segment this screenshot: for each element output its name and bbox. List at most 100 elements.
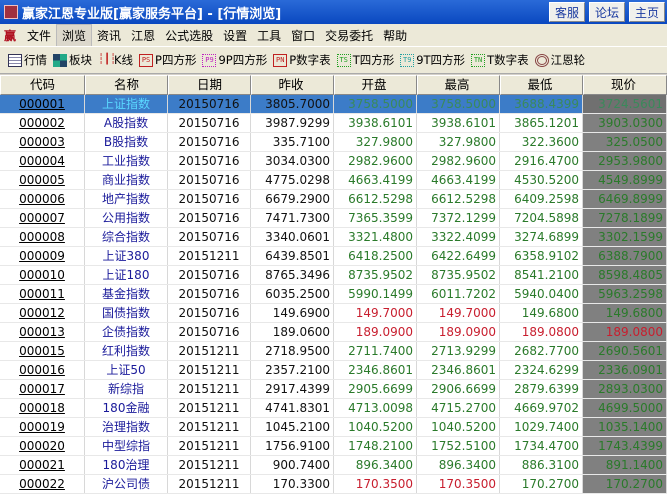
forum-button[interactable]: 论坛 xyxy=(588,2,625,22)
code-cell[interactable]: 000005 xyxy=(0,171,85,189)
code-cell[interactable]: 000004 xyxy=(0,152,85,170)
price-cell: 2953.9800 xyxy=(583,152,667,170)
table-row[interactable]: 000017 新综指 20151211 2917.4399 2905.6699 2906.… xyxy=(0,380,667,399)
column-header-5[interactable]: 最高 xyxy=(417,75,500,95)
table-row[interactable]: 000010 上证180 20150716 8765.3496 8735.9502 873… xyxy=(0,266,667,285)
code-cell[interactable]: 000022 xyxy=(0,475,85,493)
title-bar: 赢家江恩专业版[赢家服务平台] - [行情浏览] 客服 论坛 主页 xyxy=(0,0,667,24)
table-row[interactable]: 000009 上证380 20151211 6439.8501 6418.2500 642… xyxy=(0,247,667,266)
low-cell: 149.6800 xyxy=(500,304,583,322)
code-cell[interactable]: 000002 xyxy=(0,114,85,132)
low-cell: 8541.2100 xyxy=(500,266,583,284)
toolbar-button-9[interactable]: 江恩轮 xyxy=(534,52,585,68)
code-cell[interactable]: 000020 xyxy=(0,437,85,455)
column-header-2[interactable]: 日期 xyxy=(168,75,251,95)
table-row[interactable]: 000008 综合指数 20150716 3340.0601 3321.4800 3322… xyxy=(0,228,667,247)
customer-service-button[interactable]: 客服 xyxy=(548,2,585,22)
table-row[interactable]: 000005 商业指数 20150716 4775.0298 4663.4199 4663… xyxy=(0,171,667,190)
code-cell[interactable]: 000010 xyxy=(0,266,85,284)
table-row[interactable]: 000001 上证指数 20150716 3805.7000 3758.5000 3758… xyxy=(0,95,667,114)
menu-item-1[interactable]: 浏览 xyxy=(56,23,93,47)
menu-item-6[interactable]: 工具 xyxy=(257,28,282,43)
menu-item-5[interactable]: 设置 xyxy=(223,28,248,43)
column-header-1[interactable]: 名称 xyxy=(85,75,168,95)
code-cell[interactable]: 000003 xyxy=(0,133,85,151)
table-row[interactable]: 000007 公用指数 20150716 7471.7300 7365.3599 7372… xyxy=(0,209,667,228)
t9-icon: T9 xyxy=(400,53,415,67)
table-row[interactable]: 000012 国债指数 20150716 149.6900 149.7000 149.70… xyxy=(0,304,667,323)
table-row[interactable]: 000021 180治理 20151211 900.7400 896.3400 896.3… xyxy=(0,456,667,475)
code-cell[interactable]: 000013 xyxy=(0,323,85,341)
low-cell: 4530.5200 xyxy=(500,171,583,189)
toolbar-button-1[interactable]: 板块 xyxy=(53,52,92,68)
table-row[interactable]: 000004 工业指数 20150716 3034.0300 2982.9600 2982… xyxy=(0,152,667,171)
open-cell: 2346.8601 xyxy=(334,361,417,379)
table-row[interactable]: 000011 基金指数 20150716 6035.2500 5990.1499 6011… xyxy=(0,285,667,304)
code-cell[interactable]: 000016 xyxy=(0,361,85,379)
table-row[interactable]: 000019 治理指数 20151211 1045.2100 1040.5200 1040… xyxy=(0,418,667,437)
table-row[interactable]: 000016 上证50 20151211 2357.2100 2346.8601 2346… xyxy=(0,361,667,380)
name-cell: 国债指数 xyxy=(85,304,168,322)
menu-item-7[interactable]: 窗口 xyxy=(291,28,316,43)
column-header-0[interactable]: 代码 xyxy=(0,75,85,95)
low-cell: 3274.6899 xyxy=(500,228,583,246)
code-cell[interactable]: 000017 xyxy=(0,380,85,398)
table-row[interactable]: 000002 A股指数 20150716 3987.9299 3938.6101 3938… xyxy=(0,114,667,133)
open-cell: 1748.2100 xyxy=(334,437,417,455)
code-cell[interactable]: 000008 xyxy=(0,228,85,246)
column-header-3[interactable]: 昨收 xyxy=(251,75,334,95)
toolbar-button-7[interactable]: T9 9T四方形 xyxy=(400,52,465,68)
code-cell[interactable]: 000012 xyxy=(0,304,85,322)
toolbar-button-2[interactable]: ┆┃┆ K线 xyxy=(98,52,133,68)
code-cell[interactable]: 000019 xyxy=(0,418,85,436)
menu-item-9[interactable]: 帮助 xyxy=(383,28,408,43)
high-cell: 1040.5200 xyxy=(417,418,500,436)
toolbar-button-4[interactable]: P9 9P四方形 xyxy=(202,52,267,68)
toolbar-button-8[interactable]: TN T数字表 xyxy=(471,52,529,68)
high-cell: 327.9800 xyxy=(417,133,500,151)
date-cell: 20150716 xyxy=(168,266,251,284)
toolbar-button-3[interactable]: PS P四方形 xyxy=(139,52,196,68)
code-cell[interactable]: 000018 xyxy=(0,399,85,417)
column-header-7[interactable]: 现价 xyxy=(583,75,667,95)
low-cell: 2879.6399 xyxy=(500,380,583,398)
table-row[interactable]: 000003 B股指数 20150716 335.7100 327.9800 327.98… xyxy=(0,133,667,152)
table-row[interactable]: 000015 红利指数 20151211 2718.9500 2711.7400 2713… xyxy=(0,342,667,361)
code-cell[interactable]: 000007 xyxy=(0,209,85,227)
menu-item-8[interactable]: 交易委托 xyxy=(325,28,374,43)
toolbar-button-0[interactable]: 行情 xyxy=(8,52,47,68)
code-cell[interactable]: 000006 xyxy=(0,190,85,208)
table-row[interactable]: 000018 180金融 20151211 4741.8301 4713.0098 471… xyxy=(0,399,667,418)
column-header-6[interactable]: 最低 xyxy=(500,75,583,95)
code-cell[interactable]: 000001 xyxy=(0,95,85,113)
name-cell: 180金融 xyxy=(85,399,168,417)
menu-item-3[interactable]: 江恩 xyxy=(131,28,156,43)
name-cell: 公用指数 xyxy=(85,209,168,227)
toolbar-button-6[interactable]: TS T四方形 xyxy=(336,52,394,68)
table-row[interactable]: 000013 企债指数 20150716 189.0600 189.0900 189.09… xyxy=(0,323,667,342)
menu-item-4[interactable]: 公式选股 xyxy=(165,28,214,43)
price-cell: 170.2700 xyxy=(583,475,667,493)
open-cell: 8735.9502 xyxy=(334,266,417,284)
code-cell[interactable]: 000015 xyxy=(0,342,85,360)
name-cell: 商业指数 xyxy=(85,171,168,189)
date-cell: 20151211 xyxy=(168,418,251,436)
code-cell[interactable]: 000009 xyxy=(0,247,85,265)
date-cell: 20150716 xyxy=(168,133,251,151)
table-row[interactable]: 000006 地产指数 20150716 6679.2900 6612.5298 6612… xyxy=(0,190,667,209)
high-cell: 3938.6101 xyxy=(417,114,500,132)
code-cell[interactable]: 000011 xyxy=(0,285,85,303)
high-cell: 3322.4099 xyxy=(417,228,500,246)
date-cell: 20151211 xyxy=(168,475,251,493)
name-cell: 上证180 xyxy=(85,266,168,284)
toolbar-button-5[interactable]: PN P数字表 xyxy=(273,52,331,68)
column-header-4[interactable]: 开盘 xyxy=(334,75,417,95)
high-cell: 2713.9299 xyxy=(417,342,500,360)
table-row[interactable]: 000022 沪公司债 20151211 170.3300 170.3500 170.35… xyxy=(0,475,667,494)
homepage-button[interactable]: 主页 xyxy=(628,2,665,22)
table-row[interactable]: 000020 中型综指 20151211 1756.9100 1748.2100 1752… xyxy=(0,437,667,456)
code-cell[interactable]: 000021 xyxy=(0,456,85,474)
low-cell: 3688.4399 xyxy=(500,95,583,113)
menu-item-0[interactable]: 文件 xyxy=(27,28,52,43)
menu-item-2[interactable]: 资讯 xyxy=(97,28,122,43)
